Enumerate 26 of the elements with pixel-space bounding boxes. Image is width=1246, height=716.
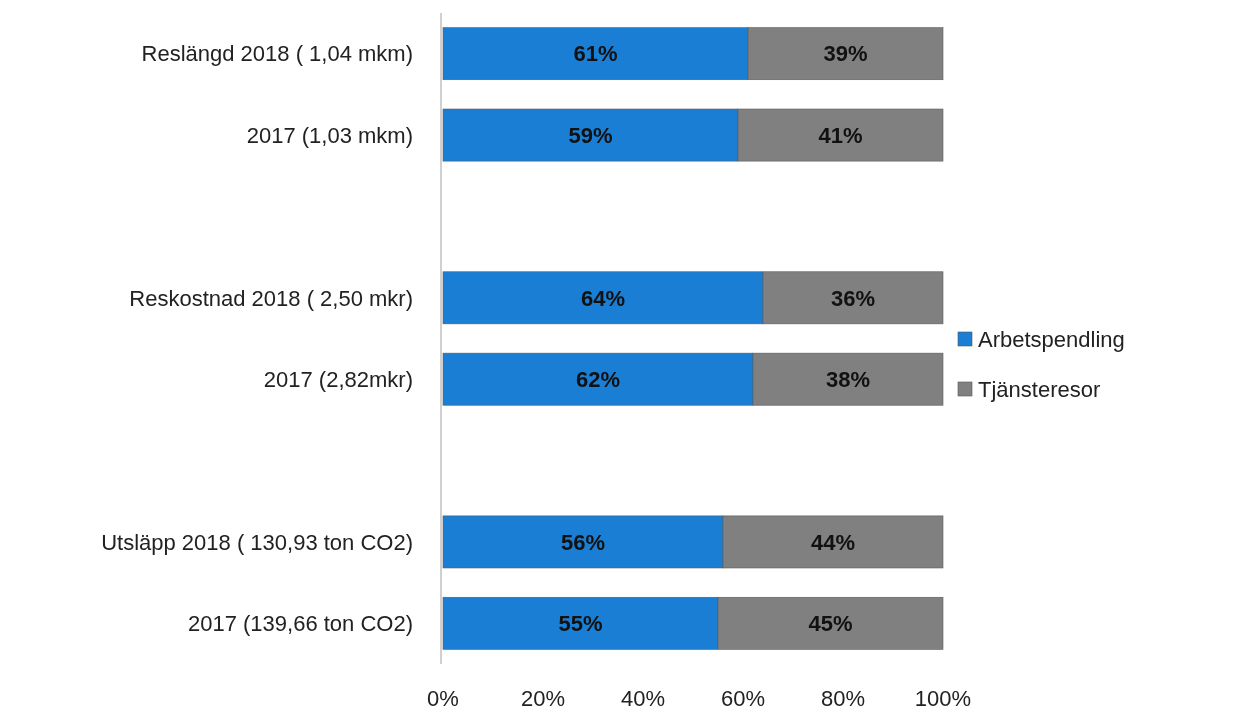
data-label: 55% <box>558 611 603 637</box>
data-label: 56% <box>560 529 606 555</box>
data-label: 36% <box>830 285 876 311</box>
legend-label: Arbetspendling <box>978 326 1125 352</box>
x-tick-label: 0% <box>427 686 459 711</box>
x-tick-label: 20% <box>520 686 566 711</box>
data-label: 62% <box>575 366 621 392</box>
y-tick-label: 2017 (1,03 mkm) <box>246 122 413 148</box>
data-label: 38% <box>825 366 871 392</box>
x-tick-label: 80% <box>820 686 866 711</box>
data-label: 45% <box>808 611 853 637</box>
data-label: 44% <box>810 529 856 555</box>
data-label: 41% <box>818 122 863 148</box>
data-label: 61% <box>573 41 618 67</box>
data-label: 59% <box>568 122 613 148</box>
x-tick-label: 60% <box>720 686 766 711</box>
data-label: 64% <box>580 285 626 311</box>
y-tick-label: Reskostnad 2018 ( 2,50 mkr) <box>129 285 413 311</box>
y-tick-label: Utsläpp 2018 ( 130,93 ton CO2) <box>101 529 413 555</box>
y-tick-label: Reslängd 2018 ( 1,04 mkm) <box>141 41 413 67</box>
legend-label: Tjänsteresor <box>978 376 1101 402</box>
data-label: 39% <box>823 41 868 67</box>
x-tick-label: 40% <box>620 686 666 711</box>
y-tick-label: 2017 (2,82mkr) <box>263 366 413 392</box>
x-tick-label: 100% <box>914 686 972 711</box>
y-tick-label: 2017 (139,66 ton CO2) <box>187 611 413 637</box>
